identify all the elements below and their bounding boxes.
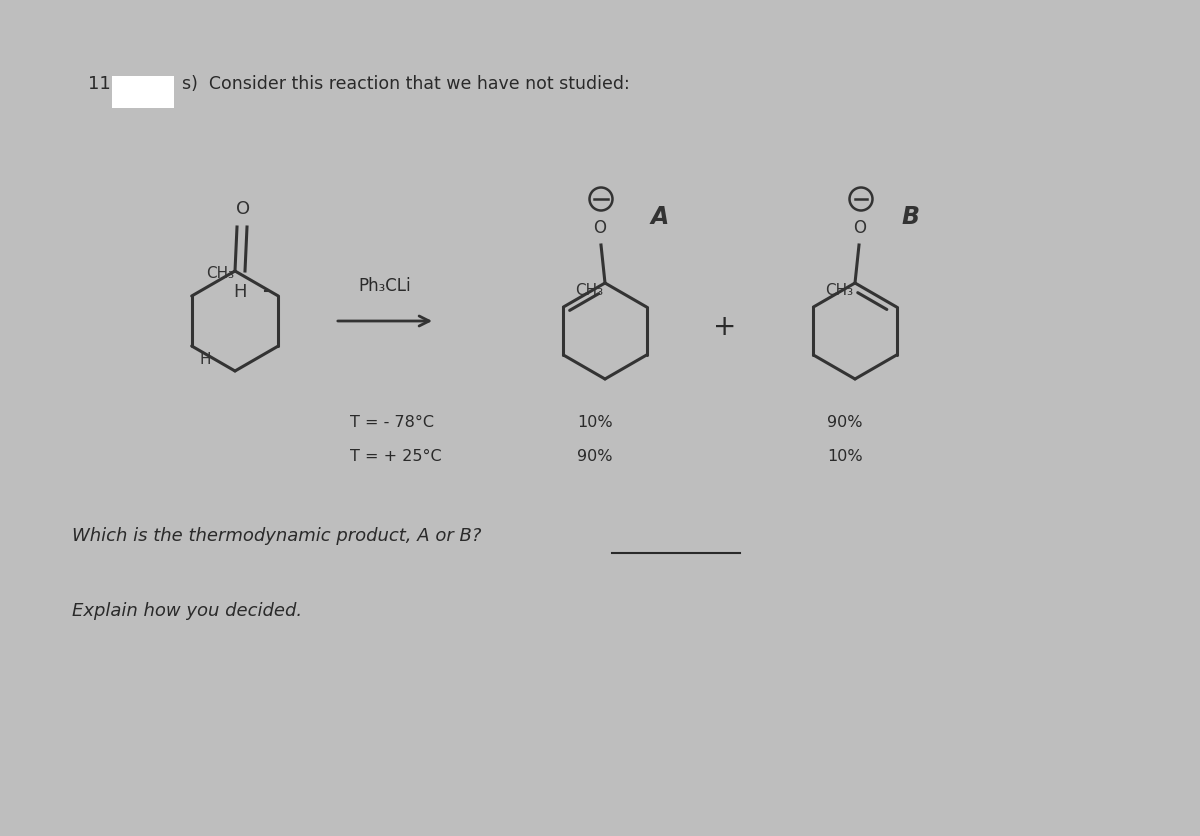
Text: s)  Consider this reaction that we have not studied:: s) Consider this reaction that we have n… bbox=[182, 75, 630, 93]
Text: B: B bbox=[901, 205, 919, 229]
Text: 10%: 10% bbox=[577, 415, 613, 430]
Text: H: H bbox=[233, 283, 246, 301]
Text: T = + 25°C: T = + 25°C bbox=[350, 448, 442, 463]
Text: 11: 11 bbox=[88, 75, 110, 93]
Text: T = - 78°C: T = - 78°C bbox=[350, 415, 434, 430]
Text: O: O bbox=[236, 200, 250, 217]
Text: O: O bbox=[594, 219, 606, 237]
Text: 90%: 90% bbox=[577, 448, 613, 463]
Text: CH₃: CH₃ bbox=[576, 283, 604, 298]
Text: O: O bbox=[853, 219, 866, 237]
Text: Ph₃CLi: Ph₃CLi bbox=[359, 277, 412, 294]
Text: Which is the thermodynamic product, A or B?: Which is the thermodynamic product, A or… bbox=[72, 527, 481, 544]
Text: 90%: 90% bbox=[827, 415, 863, 430]
Text: CH₃: CH₃ bbox=[205, 266, 234, 281]
Text: H: H bbox=[199, 352, 211, 366]
Text: A: A bbox=[650, 205, 670, 229]
Text: 10%: 10% bbox=[827, 448, 863, 463]
FancyBboxPatch shape bbox=[112, 77, 174, 109]
Text: CH₃: CH₃ bbox=[826, 283, 853, 298]
Text: +: + bbox=[713, 313, 737, 340]
Text: Explain how you decided.: Explain how you decided. bbox=[72, 601, 302, 619]
